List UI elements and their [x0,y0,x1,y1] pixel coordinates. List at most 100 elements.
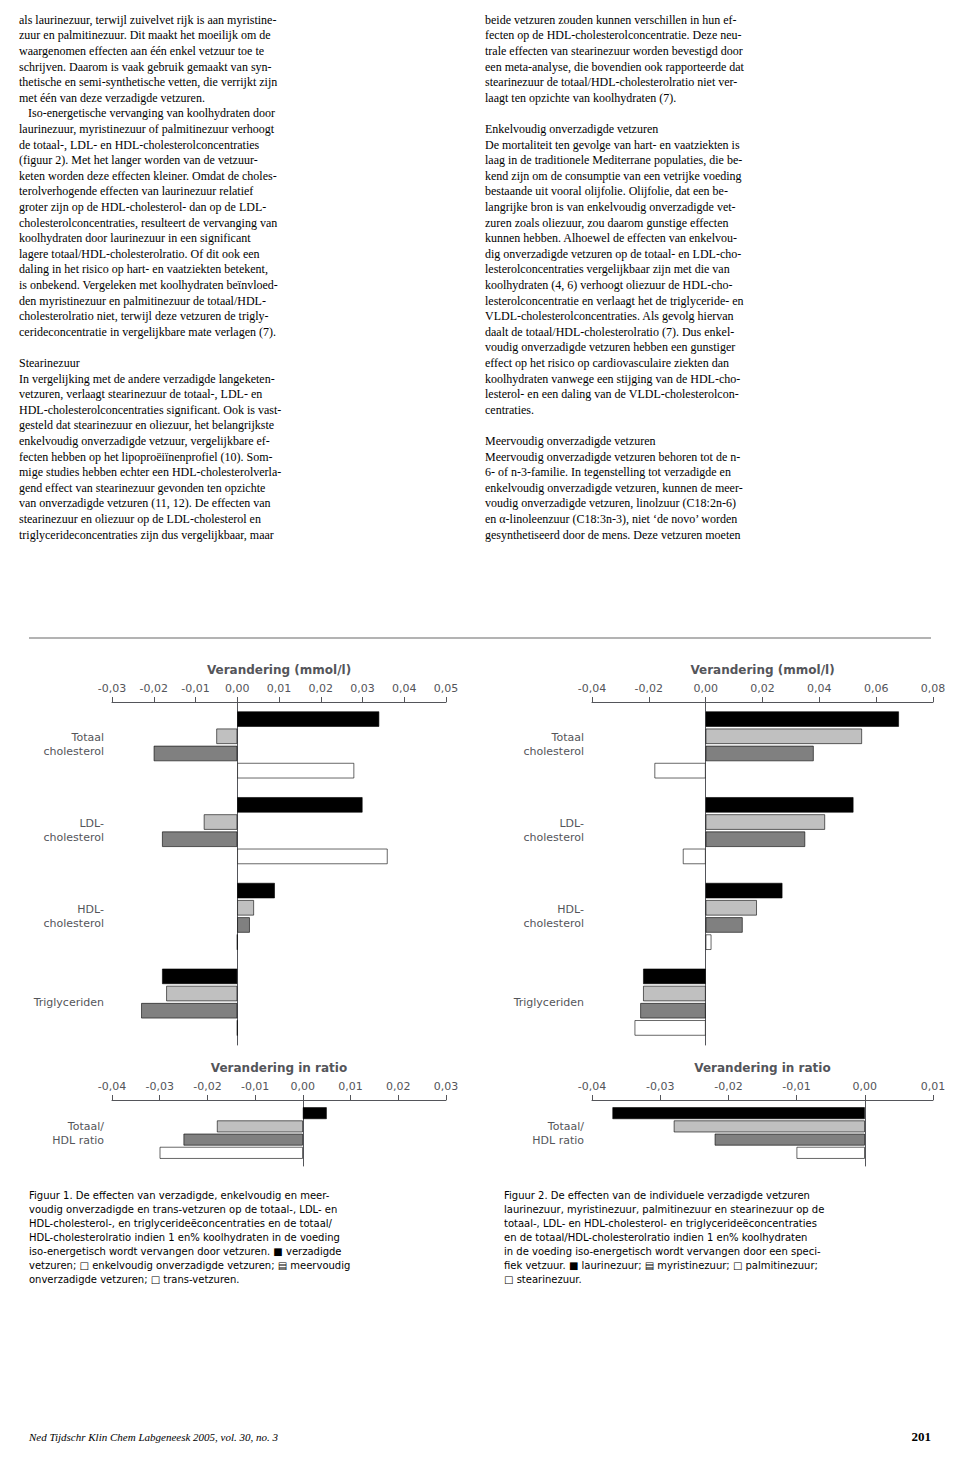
svg-text:cholesterol: cholesterol [44,831,104,844]
svg-text:gend effect van stearinezuur g: gend effect van stearinezuur gevonden te… [19,481,265,495]
svg-text:daling in het risico op hart-: daling in het risico op hart- en vaatzie… [19,262,268,276]
svg-text:0,01: 0,01 [338,1080,363,1093]
svg-text:-0,02: -0,02 [635,682,663,695]
svg-text:-0,03: -0,03 [145,1080,173,1093]
svg-text:0,04: 0,04 [807,682,832,695]
svg-text:koolhydraten vanwege een stijg: koolhydraten vanwege een stijging van de… [485,372,740,386]
svg-text:en de totaal/HDL-cholesterolra: en de totaal/HDL-cholesterolratio indien… [504,1232,807,1243]
svg-text:lesterol- en een daling van de: lesterol- en een daling van de VLDL-chol… [485,387,739,401]
svg-text:fiek vetzuur. ■ laurinezuur; ▤: fiek vetzuur. ■ laurinezuur; ▤ myristine… [504,1260,818,1271]
svg-text:en α-linoleenzuur (C18:3n-3),: en α-linoleenzuur (C18:3n-3), niet ‘de n… [485,512,737,526]
svg-text:Totaal/: Totaal/ [67,1120,104,1133]
svg-text:Verandering in ratio: Verandering in ratio [211,1061,347,1075]
svg-text:6- of n-3-familie. In tegenste: 6- of n-3-familie. In tegenstelling tot … [485,465,731,479]
svg-text:dig onverzadigde vetzuren op d: dig onverzadigde vetzuren op de totaal- … [485,247,741,261]
svg-text:de totaal-, LDL- en HDL-choles: de totaal-, LDL- en HDL-cholesterolconce… [19,138,260,152]
svg-text:stearinezuur de totaal/HDL-cho: stearinezuur de totaal/HDL-cholesterolra… [485,75,737,89]
svg-text:LDL-: LDL- [79,817,104,830]
svg-text:HDL-cholesterolconcentraties s: HDL-cholesterolconcentraties significant… [19,403,281,417]
svg-text:keten worden deze effecten kle: keten worden deze effecten kleiner. Omda… [19,169,277,183]
svg-text:is onbekend. Vergeleken met ko: is onbekend. Vergeleken met koolhydraten… [19,278,278,292]
svg-text:Verandering (mmol/l): Verandering (mmol/l) [690,663,834,677]
svg-text:0,00: 0,00 [225,682,250,695]
svg-text:cholesterol: cholesterol [524,831,584,844]
svg-text:-0,04: -0,04 [578,1080,606,1093]
svg-text:LDL-: LDL- [559,817,584,830]
svg-text:Verandering (mmol/l): Verandering (mmol/l) [207,663,351,677]
svg-text:cholesterolratio niet, terwijl: cholesterolratio niet, terwijl deze vetz… [19,309,269,323]
svg-text:Totaal/: Totaal/ [547,1120,584,1133]
svg-text:Ned Tijdschr Klin Chem Labgene: Ned Tijdschr Klin Chem Labgeneesk 2005, … [28,1431,279,1443]
svg-text:0,05: 0,05 [434,682,459,695]
svg-text:terolverhogende effecten van l: terolverhogende effecten van laurinezuur… [19,184,253,198]
svg-text:cerideconcentratie in vergelij: cerideconcentratie in vergelijkbare mate… [19,325,276,339]
svg-text:HDL-: HDL- [77,903,104,916]
svg-text:Verandering in ratio: Verandering in ratio [694,1061,830,1075]
svg-text:De mortaliteit ten gevolge van: De mortaliteit ten gevolge van hart- en … [485,138,740,152]
svg-text:gesynthetiseerd door de mens.: gesynthetiseerd door de mens. Deze vetzu… [485,528,741,542]
svg-text:zuur en palmitinezuur. Dit maa: zuur en palmitinezuur. Dit maakt het moe… [19,28,271,42]
svg-text:laagt ten opzichte van koolhyd: laagt ten opzichte van koolhydraten (7). [485,91,676,105]
svg-text:HDL-cholesterolratio indien 1: HDL-cholesterolratio indien 1 en% koolhy… [29,1232,340,1243]
svg-text:cholesterol: cholesterol [44,745,104,758]
svg-text:-0,01: -0,01 [782,1080,810,1093]
svg-text:-0,02: -0,02 [193,1080,221,1093]
svg-text:0,01: 0,01 [267,682,292,695]
svg-text:0,00: 0,00 [291,1080,316,1093]
svg-text:schrijven. Daarom is vaak gebr: schrijven. Daarom is vaak gebruik gemaak… [19,60,272,74]
svg-text:voudig onverzadigde en trans-v: voudig onverzadigde en trans-vetzuren op… [29,1204,337,1215]
svg-text:enkelvoudig onverzadigde vetzu: enkelvoudig onverzadigde vetzuren, kunne… [485,481,743,495]
svg-text:-0,03: -0,03 [98,682,126,695]
svg-text:waargenomen effecten aan één e: waargenomen effecten aan één enkel vetzu… [19,44,264,58]
svg-text:lesterolconcentraties vergelij: lesterolconcentraties vergelijkbaar zijn… [485,262,730,276]
svg-text:fecten hebben op het lipoproëi: fecten hebben op het lipoproëiïnenprofie… [19,450,273,464]
svg-text:triglycerideconcentraties zijn: triglycerideconcentraties zijn dus verge… [19,528,274,542]
svg-text:0,03: 0,03 [350,682,375,695]
svg-text:zuren zoals oliezuur, zou daar: zuren zoals oliezuur, zou daarom gunstig… [485,216,729,230]
svg-text:thetische en semi-synthetische: thetische en semi-synthetische vetten, d… [19,75,277,89]
svg-text:-0,04: -0,04 [98,1080,126,1093]
svg-text:HDL ratio: HDL ratio [52,1134,104,1147]
svg-text:HDL-: HDL- [557,903,584,916]
svg-text:0,01: 0,01 [921,1080,946,1093]
svg-text:gesteld dat stearinezuur en ol: gesteld dat stearinezuur en oliezuur, he… [19,418,274,432]
svg-text:beide vetzuren zouden kunnen v: beide vetzuren zouden kunnen verschillen… [485,13,737,27]
svg-text:als laurinezuur, terwijl zuive: als laurinezuur, terwijl zuivelvet rijk … [19,13,276,27]
svg-text:0,02: 0,02 [386,1080,411,1093]
svg-text:0,00: 0,00 [853,1080,878,1093]
svg-text:kunnen hebben. Alhoewel de eff: kunnen hebben. Alhoewel de effecten van … [485,231,737,245]
svg-text:VLDL-cholesterolconcentraties.: VLDL-cholesterolconcentraties. Als gevol… [485,309,734,323]
svg-text:-0,01: -0,01 [241,1080,269,1093]
svg-text:In vergelijking met de andere: In vergelijking met de andere verzadigde… [19,372,275,386]
svg-text:lagere totaal/HDL-cholesterolr: lagere totaal/HDL-cholesterolratio. Of d… [19,247,260,261]
svg-text:Meervoudig onverzadigde vetzur: Meervoudig onverzadigde vetzuren [485,434,656,448]
svg-text:Stearinezuur: Stearinezuur [19,356,80,370]
svg-text:voudig onverzadigde vetzuren,: voudig onverzadigde vetzuren, linolzuur … [485,496,736,510]
svg-text:vetzuren, verlaagt stearinezuu: vetzuren, verlaagt stearinezuur de totaa… [19,387,262,401]
svg-text:koolhydraten (4, 6) verhoogt o: koolhydraten (4, 6) verhoogt oliezuur de… [485,278,733,292]
svg-text:cholesterol: cholesterol [524,917,584,930]
svg-text:een meta-analyse, die bovendie: een meta-analyse, die bovendien ook rapp… [485,60,745,74]
svg-text:in de voeding iso-energetisch: in de voeding iso-energetisch wordt verv… [504,1246,821,1257]
svg-text:mige studies hebben echter een: mige studies hebben echter een HDL-chole… [19,465,281,479]
svg-text:enkelvoudig onverzadigde vetzu: enkelvoudig onverzadigde vetzuur, vergel… [19,434,270,448]
svg-text:centraties.: centraties. [485,403,534,417]
svg-text:Figuur 2. De effecten van de i: Figuur 2. De effecten van de individuele… [504,1190,810,1201]
svg-text:langrijke bron is van enkelvou: langrijke bron is van enkelvoudig onverz… [485,200,736,214]
svg-text:0,00: 0,00 [693,682,718,695]
svg-text:cholesterol: cholesterol [524,745,584,758]
svg-text:(figuur 2). Met het langer wor: (figuur 2). Met het langer worden van de… [19,153,258,167]
svg-text:iso-energetisch wordt vervange: iso-energetisch wordt vervangen door vet… [29,1246,342,1257]
svg-text:-0,03: -0,03 [646,1080,674,1093]
svg-text:0,08: 0,08 [921,682,946,695]
svg-text:Triglyceriden: Triglyceriden [513,996,584,1009]
svg-text:met één van deze verzadigde ve: met één van deze verzadigde vetzuren. [19,91,205,105]
svg-text:cholesterol: cholesterol [44,917,104,930]
svg-text:Enkelvoudig onverzadigde vetzu: Enkelvoudig onverzadigde vetzuren [485,122,658,136]
svg-text:Totaal: Totaal [551,731,584,744]
svg-text:daalt de totaal/HDL-cholestero: daalt de totaal/HDL-cholesterolratio (7)… [485,325,734,339]
svg-text:Figuur 1. De effecten van verz: Figuur 1. De effecten van verzadigde, en… [29,1190,330,1201]
svg-text:0,02: 0,02 [750,682,775,695]
svg-text:laurinezuur, myristinezuur of: laurinezuur, myristinezuur of palmitinez… [19,122,275,136]
svg-text:effect op het risico op cardio: effect op het risico op cardiovasculaire… [485,356,729,370]
